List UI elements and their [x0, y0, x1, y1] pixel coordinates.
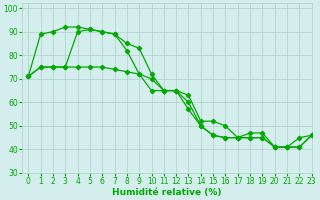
X-axis label: Humidité relative (%): Humidité relative (%) — [112, 188, 222, 197]
